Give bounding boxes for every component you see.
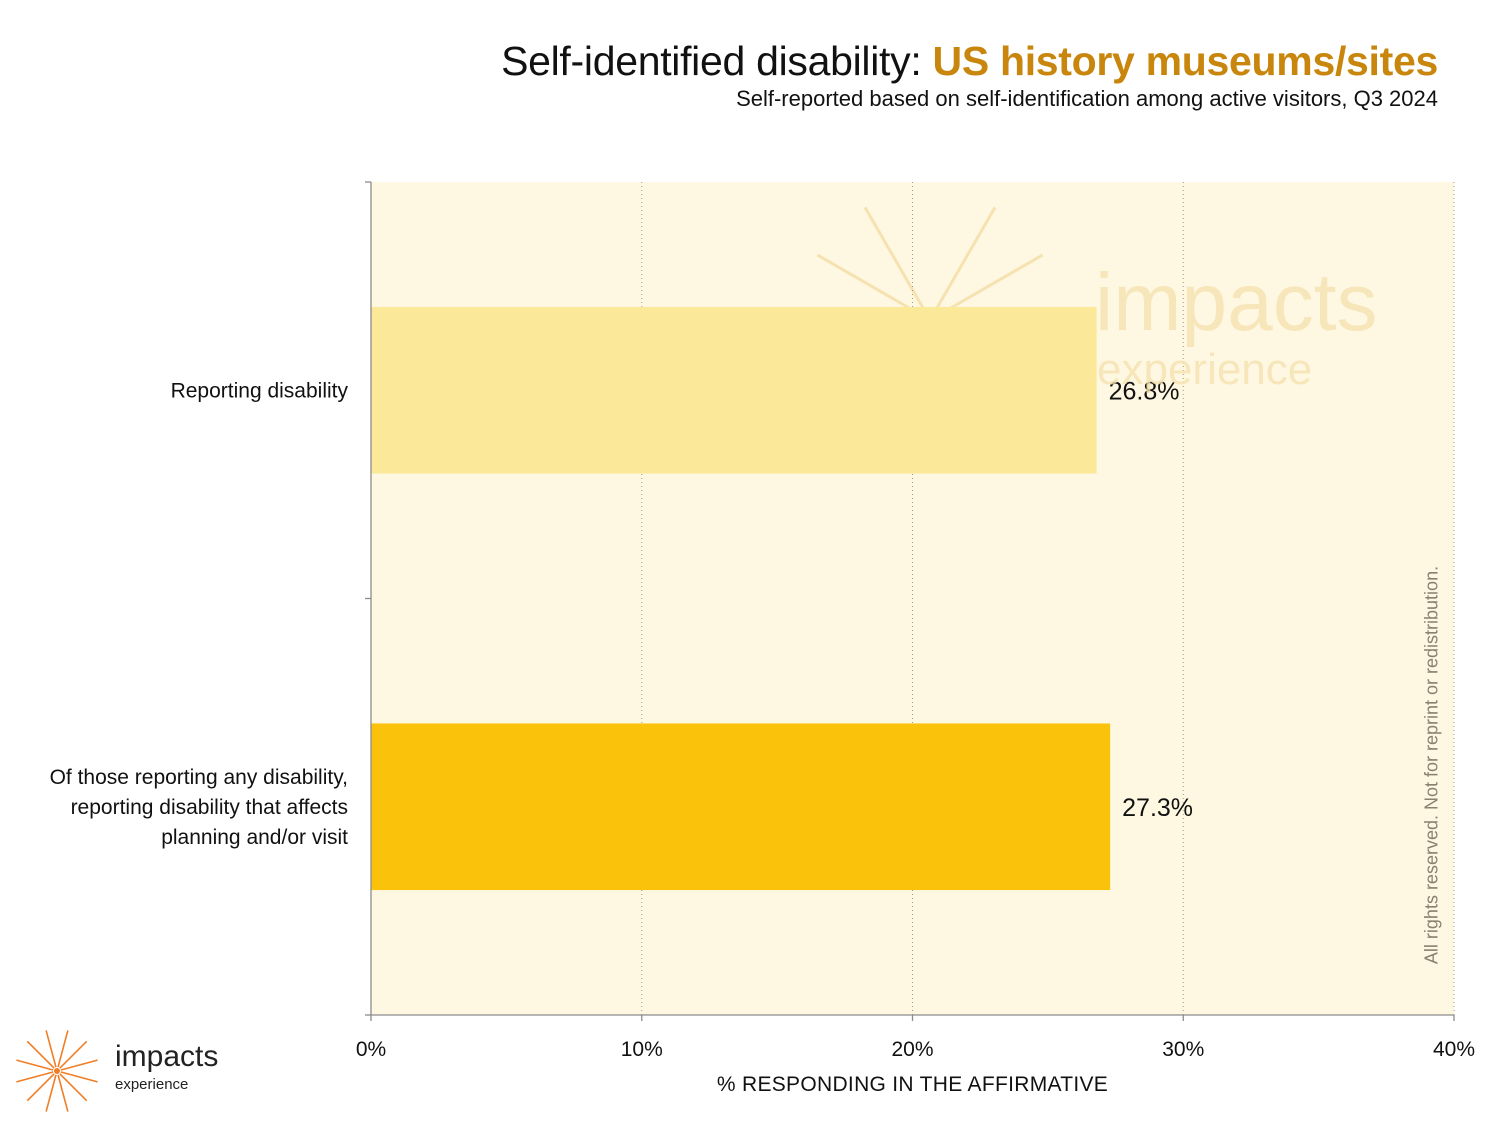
- logo-word: impacts: [115, 1040, 219, 1073]
- logo-ray: [59, 1040, 88, 1069]
- bar: [371, 306, 1097, 474]
- category-label: Reporting disability: [171, 379, 349, 402]
- logo-ray: [45, 1030, 57, 1068]
- company-logo: impacts experience: [12, 1026, 242, 1116]
- logo-ray: [57, 1030, 69, 1068]
- x-axis-title: % RESPONDING IN THE AFFIRMATIVE: [717, 1073, 1108, 1096]
- data-label: 27.3%: [1122, 794, 1193, 822]
- sunburst-icon: [16, 1030, 98, 1112]
- logo-sub: experience: [115, 1076, 189, 1093]
- labels: 26.8% Reporting disability 27.3% Of those r…: [50, 377, 1475, 1096]
- rights-notice: All rights reserved. Not for reprint or …: [1421, 565, 1442, 965]
- title-prefix: Self-identified disability:: [501, 38, 933, 84]
- category-label: Of those reporting any disability,: [50, 766, 348, 789]
- watermark-sub: experience: [1097, 345, 1313, 394]
- logo-ray: [59, 1073, 88, 1102]
- watermark-ray: [928, 206, 997, 321]
- bars: [371, 306, 1111, 891]
- x-tick-label: 0%: [356, 1038, 386, 1061]
- logo-ray: [26, 1040, 55, 1069]
- gridlines: [641, 182, 1455, 1015]
- chart-title: Self-identified disability: US history m…: [501, 38, 1438, 85]
- logo-ray: [16, 1059, 54, 1071]
- x-tick-label: 40%: [1433, 1038, 1475, 1061]
- logo-ray: [16, 1071, 54, 1083]
- chart-subtitle: Self-reported based on self-identificati…: [736, 86, 1438, 111]
- title-highlight: US history museums/sites: [932, 38, 1439, 84]
- bar: [371, 723, 1111, 891]
- logo-center: [54, 1068, 60, 1074]
- data-label: 26.8%: [1109, 377, 1180, 405]
- x-tick-label: 20%: [891, 1038, 933, 1061]
- watermark-ray: [863, 206, 932, 321]
- logo-ray: [26, 1073, 55, 1102]
- category-label: reporting disability that affects: [71, 796, 348, 819]
- x-tick-label: 30%: [1162, 1038, 1204, 1061]
- category-label: planning and/or visit: [161, 826, 348, 849]
- x-tick-label: 10%: [621, 1038, 663, 1061]
- watermark-word: impacts: [1095, 257, 1378, 348]
- logo-ray: [60, 1071, 98, 1083]
- axes: [365, 181, 1455, 1021]
- logo-ray: [60, 1059, 98, 1071]
- logo-ray: [45, 1074, 57, 1112]
- logo-ray: [57, 1074, 69, 1112]
